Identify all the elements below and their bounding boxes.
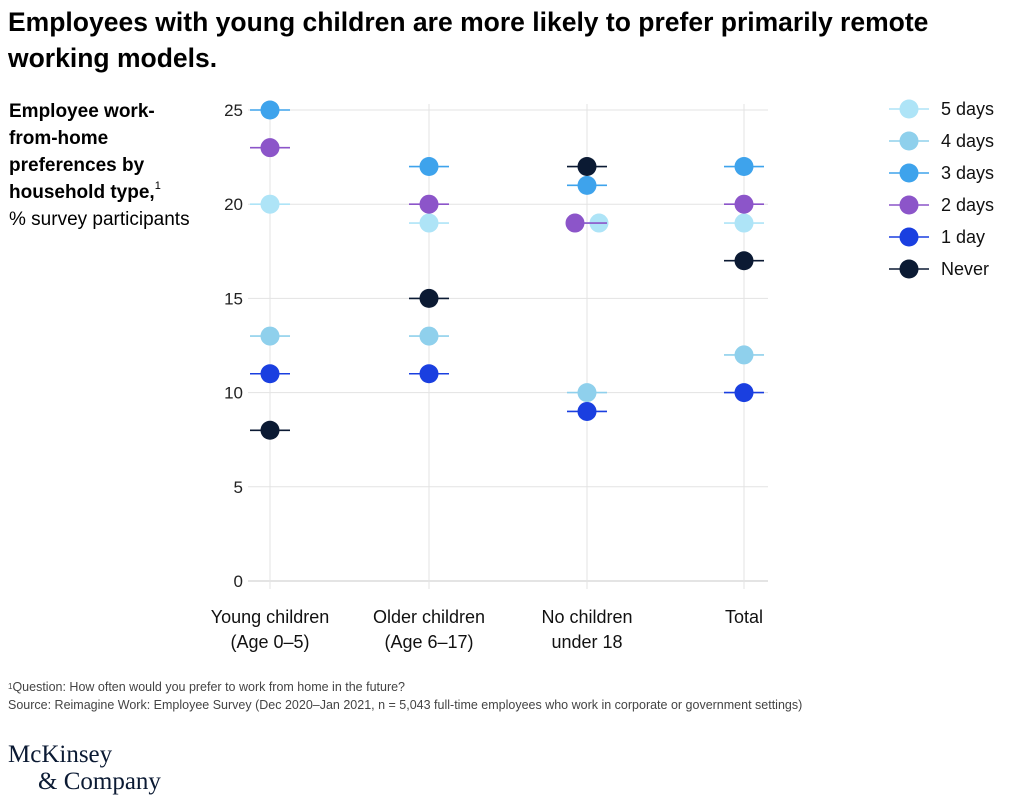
data-point (734, 383, 754, 403)
y-axis-description: Employee work-from-home preferences by h… (9, 98, 194, 233)
legend-label: 5 days (941, 99, 994, 119)
mckinsey-logo: McKinsey & Company (8, 741, 161, 795)
x-tick-label: under 18 (551, 632, 622, 652)
data-point (734, 213, 754, 233)
y-tick-label-20: 20 (224, 195, 243, 214)
legend-label: 3 days (941, 163, 994, 183)
legend-swatch (899, 259, 919, 279)
data-point (260, 194, 280, 214)
legend-swatch (899, 131, 919, 151)
footnote-marker: 1 (154, 180, 161, 192)
x-tick-label: No children (541, 607, 632, 627)
y-tick-label-25: 25 (224, 101, 243, 120)
data-point (577, 157, 597, 177)
data-point (419, 326, 439, 346)
data-point (577, 383, 597, 403)
data-point (734, 345, 754, 365)
data-point (419, 213, 439, 233)
data-point (734, 157, 754, 177)
data-point (577, 175, 597, 195)
data-point (565, 213, 585, 233)
legend-label: 4 days (941, 131, 994, 151)
data-point (734, 194, 754, 214)
footnote-text: Question: How often would you prefer to … (12, 680, 406, 694)
x-tick-label: (Age 6–17) (384, 632, 473, 652)
y-tick-label-0: 0 (234, 572, 243, 591)
chart-title: Employees with young children are more l… (8, 7, 929, 73)
y-axis-unit: % survey participants (9, 209, 190, 230)
x-tick-label: Total (725, 607, 763, 627)
data-point (260, 138, 280, 158)
legend-label: Never (941, 259, 989, 279)
legend-swatch (899, 163, 919, 183)
data-point (734, 251, 754, 271)
data-point (419, 364, 439, 384)
legend-label: 1 day (941, 227, 985, 247)
legend-swatch (899, 99, 919, 119)
x-tick-label: (Age 0–5) (230, 632, 309, 652)
data-point (577, 401, 597, 421)
y-tick-label-15: 15 (224, 289, 243, 308)
data-point (419, 194, 439, 214)
data-point (419, 288, 439, 308)
y-axis-title: Employee work-from-home preferences by h… (9, 101, 155, 203)
footnotes: 1Question: How often would you prefer to… (8, 678, 802, 714)
y-tick-label-5: 5 (234, 478, 243, 497)
legend-swatch (899, 195, 919, 215)
data-point (260, 364, 280, 384)
data-point (419, 157, 439, 177)
source-text: Source: Reimagine Work: Employee Survey … (8, 698, 803, 712)
data-point (260, 420, 280, 440)
footnote-number: 1 (8, 682, 13, 691)
x-tick-label: Older children (373, 607, 485, 627)
data-point (260, 100, 280, 120)
legend-label: 2 days (941, 195, 994, 215)
data-point (260, 326, 280, 346)
logo-line-2: & Company (38, 768, 161, 795)
x-tick-label: Young children (211, 607, 329, 627)
y-tick-label-10: 10 (224, 384, 243, 403)
legend-swatch (899, 227, 919, 247)
logo-line-1: McKinsey (8, 741, 113, 768)
